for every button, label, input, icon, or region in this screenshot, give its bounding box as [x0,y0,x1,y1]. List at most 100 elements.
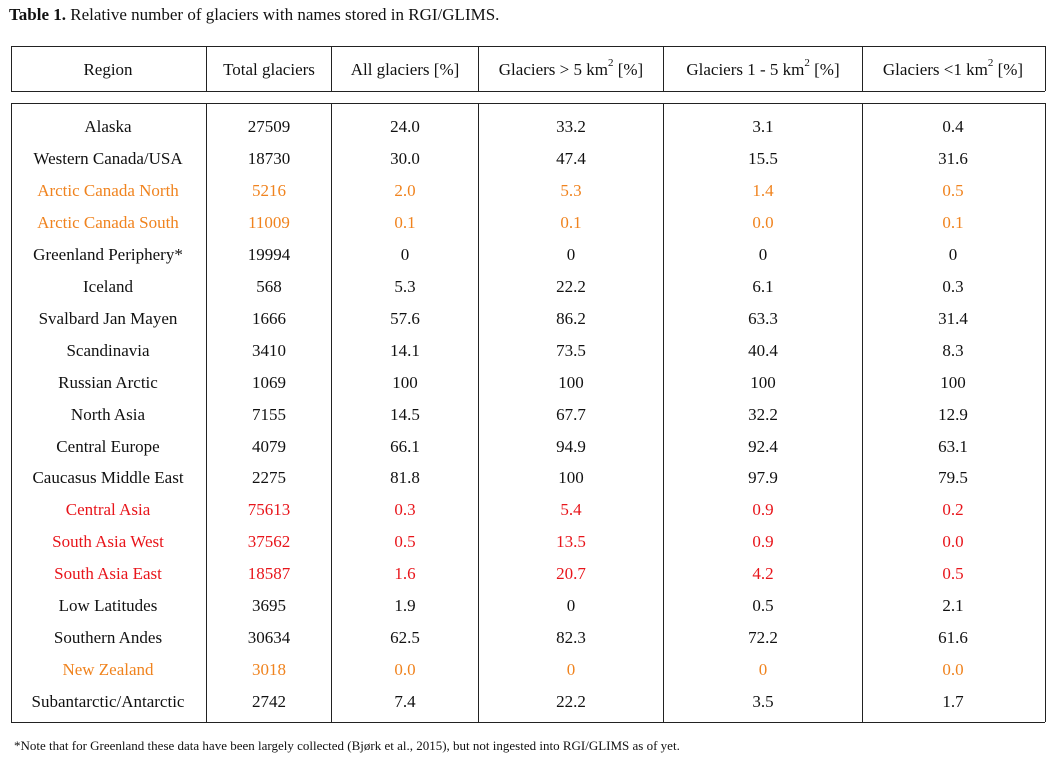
column-header-unit: [%] [613,60,644,79]
column-header-total-glaciers: Total glaciers [223,60,315,80]
cell-all-glaciers-pct: 100 [392,372,418,392]
cell-region: South Asia West [52,532,164,552]
column-header-text: Region [83,60,133,79]
cell-glaciers-1-5-pct: 63.3 [748,308,778,328]
cell-glaciers-gt5-pct: 0 [566,244,576,264]
cell-glaciers-gt5-pct: 5.4 [560,500,582,520]
cell-total-glaciers: 27509 [247,117,291,136]
column-header-glaciers-gt5-pct: Glaciers > 5 km2 [%] [499,58,644,80]
table-bottom-rule [11,722,1045,723]
cell-glaciers-1-5-pct: 3.5 [752,692,774,712]
cell-region: South Asia East [54,564,162,584]
header-column-divider [11,46,12,91]
cell-region: Central Asia [65,500,151,520]
cell-region: New Zealand [62,660,154,680]
cell-all-glaciers-pct: 24.0 [390,117,420,136]
column-header-superscript: 2 [987,57,994,70]
cell-glaciers-1-5-pct: 1.4 [752,180,774,200]
cell-glaciers-gt5-pct: 94.9 [556,436,586,456]
cell-region: Central Europe [56,436,160,456]
cell-total-glaciers: 19994 [247,244,291,264]
column-header-unit: [%] [993,60,1024,79]
column-header-glaciers-lt1-pct: Glaciers <1 km2 [%] [883,57,1024,80]
cell-glaciers-1-5-pct: 0 [758,660,768,680]
cell-region: Arctic Canada North [37,180,179,200]
cell-glaciers-gt5-pct: 13.5 [556,532,586,552]
cell-glaciers-gt5-pct: 22.2 [556,692,586,712]
cell-total-glaciers: 4079 [252,436,286,456]
column-header-region: Region [83,60,132,80]
cell-region: Western Canada/USA [33,148,183,168]
cell-region: North Asia [70,404,146,424]
cell-region: Scandinavia [66,340,150,360]
cell-total-glaciers: 7155 [252,404,286,424]
cell-all-glaciers-pct: 14.5 [390,404,420,424]
cell-glaciers-lt1-pct: 0.5 [942,180,964,200]
cell-glaciers-gt5-pct: 0.1 [560,212,582,232]
cell-total-glaciers: 2275 [252,468,286,488]
cell-glaciers-lt1-pct: 0.3 [942,276,964,296]
cell-glaciers-lt1-pct: 100 [940,372,966,392]
cell-all-glaciers-pct: 0 [400,244,410,264]
cell-all-glaciers-pct: 0.1 [394,212,416,232]
cell-all-glaciers-pct: 2.0 [394,180,416,200]
cell-all-glaciers-pct: 66.1 [390,436,420,456]
cell-glaciers-gt5-pct: 82.3 [556,628,586,648]
table-top-rule [11,46,1045,47]
cell-glaciers-1-5-pct: 92.4 [748,436,778,456]
body-column-divider [1045,103,1046,722]
cell-glaciers-1-5-pct: 72.2 [748,628,778,648]
cell-all-glaciers-pct: 0.5 [394,532,416,552]
cell-region: Arctic Canada South [37,212,179,232]
cell-region: Russian Arctic [58,372,158,392]
cell-total-glaciers: 3018 [252,660,286,680]
cell-glaciers-1-5-pct: 0.9 [752,532,774,552]
cell-all-glaciers-pct: 62.5 [390,628,420,648]
cell-glaciers-1-5-pct: 32.2 [748,404,778,424]
cell-total-glaciers: 568 [256,276,282,296]
cell-glaciers-gt5-pct: 0 [566,596,576,616]
cell-all-glaciers-pct: 0.3 [394,500,416,520]
cell-glaciers-lt1-pct: 61.6 [938,628,968,648]
table-caption-text: Relative number of glaciers with names s… [70,5,500,24]
table-footnote: *Note that for Greenland these data have… [14,738,680,753]
cell-glaciers-1-5-pct: 97.9 [748,468,778,488]
cell-region: Low Latitudes [58,596,158,616]
cell-glaciers-lt1-pct: 79.5 [938,468,968,488]
cell-total-glaciers: 30634 [247,628,291,648]
cell-glaciers-lt1-pct: 0.2 [942,500,964,520]
cell-all-glaciers-pct: 5.3 [394,276,416,296]
body-column-divider [663,103,664,722]
column-header-all-glaciers-pct: All glaciers [%] [351,60,460,80]
header-column-divider [331,46,332,91]
cell-total-glaciers: 11009 [248,212,290,232]
cell-all-glaciers-pct: 1.6 [394,564,416,584]
cell-glaciers-1-5-pct: 0.9 [752,500,774,520]
cell-glaciers-gt5-pct: 73.5 [556,340,586,360]
cell-glaciers-lt1-pct: 31.4 [938,308,968,328]
cell-glaciers-1-5-pct: 15.5 [748,148,778,168]
cell-glaciers-1-5-pct: 0.5 [752,596,774,616]
cell-glaciers-lt1-pct: 12.9 [938,404,968,424]
cell-all-glaciers-pct: 0.0 [394,660,416,680]
cell-glaciers-1-5-pct: 6.1 [752,276,774,296]
body-column-divider [331,103,332,722]
column-header-text: Total glaciers [223,60,315,79]
cell-glaciers-1-5-pct: 0 [758,244,768,264]
cell-region: Caucasus Middle East [32,468,184,488]
header-column-divider [663,46,664,91]
body-column-divider [478,103,479,722]
cell-all-glaciers-pct: 57.6 [390,308,420,328]
cell-glaciers-1-5-pct: 3.1 [752,117,774,136]
header-column-divider [478,46,479,91]
cell-all-glaciers-pct: 1.9 [394,596,416,616]
header-rule-upper [11,91,1045,92]
cell-glaciers-1-5-pct: 40.4 [748,340,778,360]
column-header-glaciers-1-5-pct: Glaciers 1 - 5 km2 [%] [686,58,839,80]
cell-all-glaciers-pct: 30.0 [390,148,420,168]
body-column-divider [862,103,863,722]
cell-glaciers-gt5-pct: 20.7 [556,564,586,584]
cell-total-glaciers: 18730 [247,148,291,168]
cell-glaciers-gt5-pct: 100 [558,372,584,392]
cell-glaciers-lt1-pct: 0 [948,244,958,264]
